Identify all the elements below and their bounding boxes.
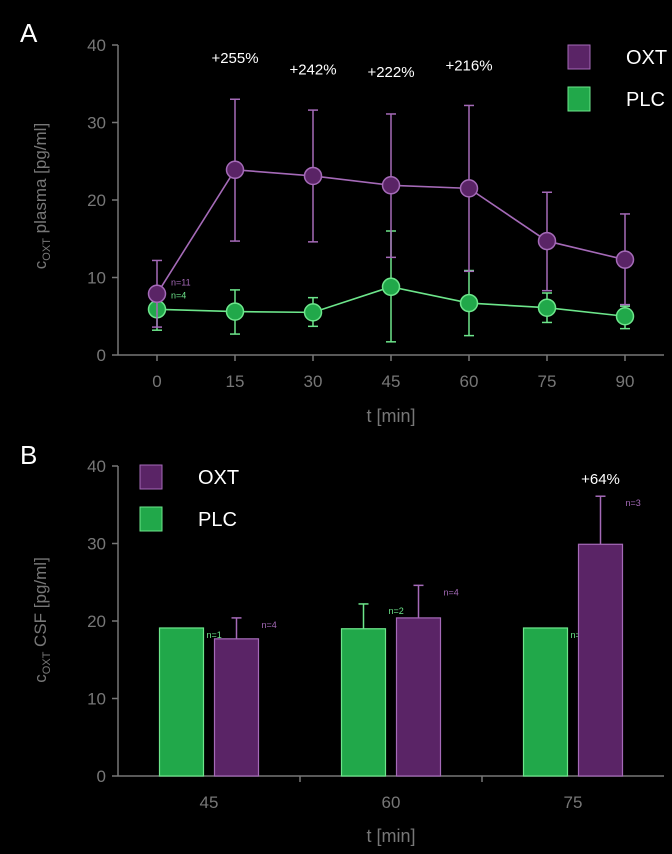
data-point-plc xyxy=(225,302,245,321)
y-axis-label-rest: plasma [pg/ml] xyxy=(31,123,50,238)
x-tick-label: 45 xyxy=(382,372,401,391)
data-point-plc xyxy=(459,293,479,313)
x-tick-label: 45 xyxy=(200,793,219,812)
data-point-oxt xyxy=(459,179,479,198)
y-tick-label: 40 xyxy=(87,36,106,55)
y-axis-label-main: c xyxy=(31,260,50,269)
percent-change-annotation: +216% xyxy=(445,58,492,75)
percent-change-annotation: +242% xyxy=(289,61,336,78)
x-tick-label: 60 xyxy=(460,372,479,391)
x-axis-label: t [min] xyxy=(366,406,415,426)
y-tick-label: 0 xyxy=(97,346,106,365)
data-point-oxt xyxy=(225,160,245,180)
legend-label-oxt: OXT xyxy=(198,467,239,489)
bar-plc xyxy=(522,627,569,777)
bar-oxt xyxy=(395,617,442,777)
x-tick-label: 60 xyxy=(382,793,401,812)
x-tick-label: 90 xyxy=(616,372,635,391)
bar-oxt xyxy=(213,638,260,777)
bar-plc xyxy=(158,627,205,777)
x-tick-label: 75 xyxy=(538,372,557,391)
y-tick-label: 40 xyxy=(87,457,106,476)
percent-change-annotation: +64% xyxy=(581,471,620,488)
legend-label-plc: PLC xyxy=(198,509,237,531)
y-axis-label: cOXT plasma [pg/ml] xyxy=(31,123,53,269)
sample-size-label: n=3 xyxy=(626,498,641,508)
y-axis-label-main: c xyxy=(31,674,50,683)
legend-swatch-plc xyxy=(567,86,591,112)
panel-label-b: B xyxy=(20,440,37,470)
sample-size-label: n=2 xyxy=(389,606,404,616)
percent-change-annotation: +255% xyxy=(211,50,258,67)
legend-label-plc: PLC xyxy=(626,89,665,111)
data-point-plc xyxy=(381,277,401,297)
y-tick-label: 30 xyxy=(87,535,106,554)
y-axis-label: cOXT CSF [pg/ml] xyxy=(31,557,53,683)
sample-size-label: n=4 xyxy=(444,587,459,597)
data-point-oxt xyxy=(381,176,401,195)
y-tick-label: 10 xyxy=(87,269,106,288)
legend-swatch-oxt xyxy=(567,44,591,70)
sample-size-label: n=11 xyxy=(171,277,191,287)
data-point-plc xyxy=(303,303,323,322)
percent-change-annotation: +222% xyxy=(367,64,414,81)
x-axis-label: t [min] xyxy=(366,826,415,846)
x-tick-label: 30 xyxy=(304,372,323,391)
y-axis-label-rest: CSF [pg/ml] xyxy=(31,557,50,651)
y-axis-label-subscript: OXT xyxy=(41,238,53,261)
data-point-oxt xyxy=(537,231,557,251)
y-axis-label-subscript: OXT xyxy=(41,651,53,674)
sample-size-label: n=4 xyxy=(262,620,277,630)
sample-size-label: n=1 xyxy=(207,630,222,640)
x-tick-label: 0 xyxy=(152,372,161,391)
series-oxt xyxy=(147,98,635,328)
legend-swatch-plc xyxy=(139,506,163,532)
x-tick-label: 15 xyxy=(226,372,245,391)
y-tick-label: 20 xyxy=(87,612,106,631)
bar-plc xyxy=(340,628,387,777)
bar-oxt xyxy=(577,543,624,777)
legend-swatch-oxt xyxy=(139,464,163,490)
x-tick-label: 75 xyxy=(564,793,583,812)
y-tick-label: 10 xyxy=(87,690,106,709)
data-point-plc xyxy=(537,298,557,317)
legend-label-oxt: OXT xyxy=(626,47,667,69)
y-tick-label: 0 xyxy=(97,767,106,786)
y-tick-label: 20 xyxy=(87,191,106,210)
data-point-oxt xyxy=(147,284,167,304)
sample-size-label: n=4 xyxy=(171,290,186,300)
y-tick-label: 30 xyxy=(87,114,106,133)
data-point-oxt xyxy=(615,250,635,269)
data-point-oxt xyxy=(303,166,323,186)
data-point-plc xyxy=(615,307,635,326)
panel-label-a: A xyxy=(20,18,38,48)
